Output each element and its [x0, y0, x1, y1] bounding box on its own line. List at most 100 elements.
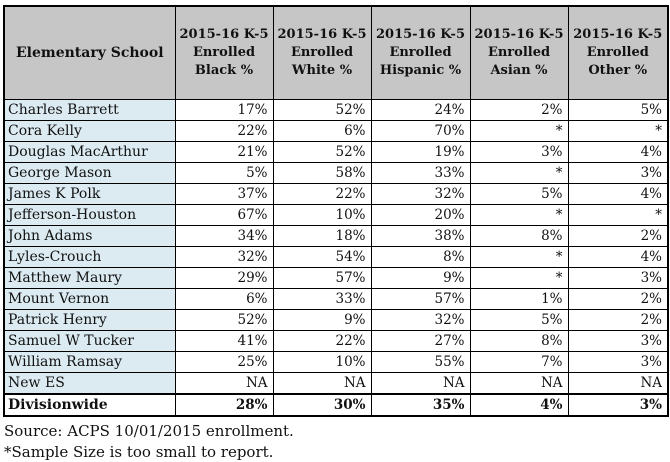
- value-cell: *: [567, 203, 669, 226]
- school-name-cell: Cora Kelly: [3, 119, 176, 142]
- school-name-cell: Lyles-Crouch: [3, 245, 176, 268]
- school-name-cell: New ES: [3, 371, 176, 394]
- value-cell: NA: [174, 371, 274, 394]
- value-cell: NA: [370, 371, 471, 394]
- value-cell: 18%: [272, 224, 372, 247]
- column-header-school: Elementary School: [3, 5, 176, 100]
- value-cell: 8%: [370, 245, 471, 268]
- value-cell: 27%: [370, 329, 471, 352]
- table-row: Charles Barrett 17% 52% 24% 2% 5%: [3, 98, 669, 121]
- value-cell: 3%: [567, 392, 669, 416]
- value-cell: 54%: [272, 245, 372, 268]
- value-cell: 19%: [370, 140, 471, 163]
- table-row: Douglas MacArthur 21% 52% 19% 3% 4%: [3, 140, 669, 163]
- value-cell: 3%: [567, 161, 669, 184]
- value-cell: 3%: [567, 350, 669, 373]
- table-row: Mount Vernon 6% 33% 57% 1% 2%: [3, 287, 669, 310]
- value-cell: 22%: [174, 119, 274, 142]
- value-cell: 8%: [469, 329, 569, 352]
- school-name-cell: Charles Barrett: [3, 98, 176, 121]
- value-cell: *: [469, 245, 569, 268]
- value-cell: 5%: [469, 182, 569, 205]
- value-cell: NA: [567, 371, 669, 394]
- value-cell: 2%: [567, 308, 669, 331]
- value-cell: *: [567, 119, 669, 142]
- value-cell: 67%: [174, 203, 274, 226]
- table-row: New ES NA NA NA NA NA: [3, 371, 669, 394]
- school-name-cell: Divisionwide: [3, 392, 176, 416]
- value-cell: 52%: [272, 140, 372, 163]
- value-cell: 33%: [370, 161, 471, 184]
- table-row: John Adams 34% 18% 38% 8% 2%: [3, 224, 669, 247]
- table-body: Charles Barrett 17% 52% 24% 2% 5% Cora Kelly 22…: [3, 98, 669, 416]
- value-cell: NA: [272, 371, 372, 394]
- school-name-cell: Mount Vernon: [3, 287, 176, 310]
- value-cell: 4%: [469, 392, 569, 416]
- value-cell: 38%: [370, 224, 471, 247]
- table-row: Cora Kelly 22% 6% 70% * *: [3, 119, 669, 142]
- value-cell: 9%: [272, 308, 372, 331]
- value-cell: 70%: [370, 119, 471, 142]
- value-cell: 5%: [174, 161, 274, 184]
- value-cell: 33%: [272, 287, 372, 310]
- table-row: Divisionwide 28% 30% 35% 4% 3%: [3, 392, 669, 416]
- column-header-3: 2015-16 K-5 Enrolled Asian %: [469, 5, 569, 100]
- value-cell: 4%: [567, 182, 669, 205]
- enrollment-table: Elementary School 2015-16 K-5 Enrolled B…: [3, 5, 669, 417]
- school-name-cell: William Ramsay: [3, 350, 176, 373]
- value-cell: 52%: [174, 308, 274, 331]
- value-cell: 24%: [370, 98, 471, 121]
- column-header-0: 2015-16 K-5 Enrolled Black %: [174, 5, 274, 100]
- table-row: George Mason 5% 58% 33% * 3%: [3, 161, 669, 184]
- value-cell: 20%: [370, 203, 471, 226]
- value-cell: *: [469, 119, 569, 142]
- value-cell: 21%: [174, 140, 274, 163]
- value-cell: 28%: [174, 392, 274, 416]
- value-cell: 7%: [469, 350, 569, 373]
- value-cell: 32%: [174, 245, 274, 268]
- value-cell: 5%: [469, 308, 569, 331]
- table-row: Lyles-Crouch 32% 54% 8% * 4%: [3, 245, 669, 268]
- school-name-cell: Jefferson-Houston: [3, 203, 176, 226]
- school-name-cell: John Adams: [3, 224, 176, 247]
- value-cell: 10%: [272, 350, 372, 373]
- value-cell: 3%: [567, 266, 669, 289]
- value-cell: 5%: [567, 98, 669, 121]
- value-cell: 57%: [370, 287, 471, 310]
- school-name-cell: Patrick Henry: [3, 308, 176, 331]
- value-cell: 9%: [370, 266, 471, 289]
- value-cell: 57%: [272, 266, 372, 289]
- column-header-1: 2015-16 K-5 Enrolled White %: [272, 5, 372, 100]
- table-row: William Ramsay 25% 10% 55% 7% 3%: [3, 350, 669, 373]
- value-cell: 17%: [174, 98, 274, 121]
- column-header-4: 2015-16 K-5 Enrolled Other %: [567, 5, 669, 100]
- value-cell: 1%: [469, 287, 569, 310]
- value-cell: 32%: [370, 308, 471, 331]
- column-header-2: 2015-16 K-5 Enrolled Hispanic %: [370, 5, 471, 100]
- value-cell: 4%: [567, 245, 669, 268]
- value-cell: 4%: [567, 140, 669, 163]
- value-cell: 2%: [567, 224, 669, 247]
- value-cell: 30%: [272, 392, 372, 416]
- school-name-cell: Samuel W Tucker: [3, 329, 176, 352]
- table-row: Matthew Maury 29% 57% 9% * 3%: [3, 266, 669, 289]
- value-cell: 58%: [272, 161, 372, 184]
- table-header-row: Elementary School 2015-16 K-5 Enrolled B…: [3, 5, 669, 100]
- sample-size-note: *Sample Size is too small to report.: [4, 442, 274, 461]
- value-cell: 8%: [469, 224, 569, 247]
- value-cell: 10%: [272, 203, 372, 226]
- value-cell: 3%: [469, 140, 569, 163]
- value-cell: 6%: [174, 287, 274, 310]
- school-name-cell: Matthew Maury: [3, 266, 176, 289]
- value-cell: 55%: [370, 350, 471, 373]
- value-cell: *: [469, 161, 569, 184]
- source-note: Source: ACPS 10/01/2015 enrollment.: [4, 421, 294, 440]
- value-cell: 41%: [174, 329, 274, 352]
- value-cell: 6%: [272, 119, 372, 142]
- value-cell: *: [469, 266, 569, 289]
- value-cell: 2%: [567, 287, 669, 310]
- value-cell: 22%: [272, 182, 372, 205]
- value-cell: 34%: [174, 224, 274, 247]
- value-cell: 52%: [272, 98, 372, 121]
- value-cell: 3%: [567, 329, 669, 352]
